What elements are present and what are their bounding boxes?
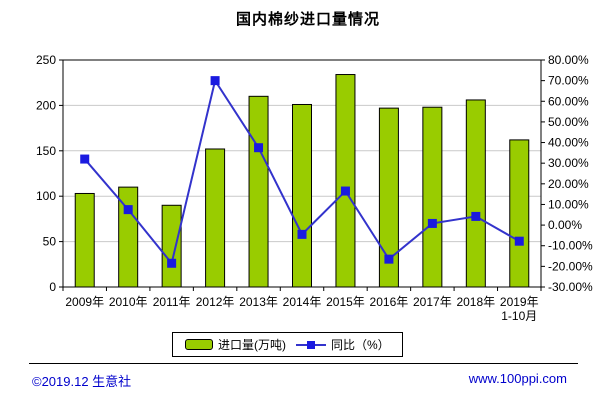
right-axis-tick-label: -20.00% (548, 259, 593, 273)
right-axis-tick-label: 40.00% (548, 136, 589, 150)
right-axis-tick-label: 0.00% (548, 218, 582, 232)
x-axis-label: 2019年 (500, 295, 539, 309)
import-volume-bar (465, 99, 486, 288)
chart-title: 国内棉纱进口量情况 (235, 11, 380, 28)
yoy-marker (123, 205, 133, 215)
left-axis-tick-label: 250 (36, 53, 56, 67)
x-axis-label: 2012年 (196, 295, 235, 309)
right-axis-tick-label: 20.00% (548, 177, 589, 191)
right-axis-tick-label: 70.00% (548, 74, 589, 88)
x-axis-label: 2010年 (109, 295, 148, 309)
import-volume-bar (335, 74, 356, 288)
right-axis-tick-label: 50.00% (548, 115, 589, 129)
yoy-marker (340, 186, 350, 196)
right-axis-tick-label: 30.00% (548, 156, 589, 170)
legend-line-marker (307, 340, 315, 349)
legend-line-label: 同比（%） (331, 338, 390, 352)
x-axis-label: 2013年 (239, 295, 278, 309)
legend-bar-swatch (185, 339, 213, 350)
right-axis-tick-label: 80.00% (548, 53, 589, 67)
legend-item-yoy: 同比（%） (296, 336, 390, 353)
x-axis-label: 2017年 (413, 295, 452, 309)
left-axis-tick-label: 0 (49, 280, 56, 294)
yoy-marker (167, 258, 177, 268)
right-axis-tick-label: 10.00% (548, 197, 589, 211)
import-volume-bar (161, 204, 182, 288)
right-axis-tick-label: 60.00% (548, 94, 589, 108)
x-axis-label: 2011年 (153, 295, 191, 309)
import-volume-bar (509, 139, 530, 288)
left-axis-tick-label: 150 (36, 144, 56, 158)
import-volume-bar (74, 192, 95, 288)
import-volume-bar (422, 106, 443, 288)
right-axis-tick-label: -10.00% (548, 239, 593, 253)
legend-bar-label: 进口量(万吨) (218, 338, 286, 352)
yoy-marker (80, 154, 90, 164)
import-volume-bar (292, 103, 312, 288)
yoy-marker (514, 236, 524, 246)
x-axis-sublabel: 1-10月 (501, 309, 537, 323)
legend-box: 进口量(万吨) 同比（%） (172, 332, 403, 357)
yoy-marker (471, 211, 481, 221)
x-axis-label: 2015年 (326, 295, 365, 309)
yoy-marker (297, 229, 307, 239)
x-axis-label: 2009年 (65, 295, 104, 309)
import-volume-bar (118, 186, 139, 288)
yoy-marker (254, 143, 264, 153)
x-axis-label: 2016年 (370, 295, 409, 309)
import-volume-bar (205, 148, 226, 288)
footer-website-link[interactable]: www.100ppi.com (468, 371, 567, 386)
legend-item-import-volume: 进口量(万吨) (185, 336, 286, 353)
left-axis-tick-label: 100 (36, 189, 56, 203)
footer-copyright: ©2019.12 生意社 (32, 374, 132, 389)
footer-divider (29, 363, 578, 364)
left-axis-tick-label: 200 (36, 98, 56, 112)
x-axis-label: 2018年 (456, 295, 495, 309)
yoy-marker (210, 76, 220, 86)
left-axis-tick-label: 50 (43, 235, 57, 249)
import-volume-bar (378, 107, 399, 288)
import-volume-bar (248, 95, 269, 288)
legend-line-swatch (296, 340, 326, 350)
right-axis-tick-label: -30.00% (548, 280, 593, 294)
x-axis-label: 2014年 (283, 295, 322, 309)
yoy-marker (427, 218, 437, 228)
yoy-marker (384, 254, 394, 264)
